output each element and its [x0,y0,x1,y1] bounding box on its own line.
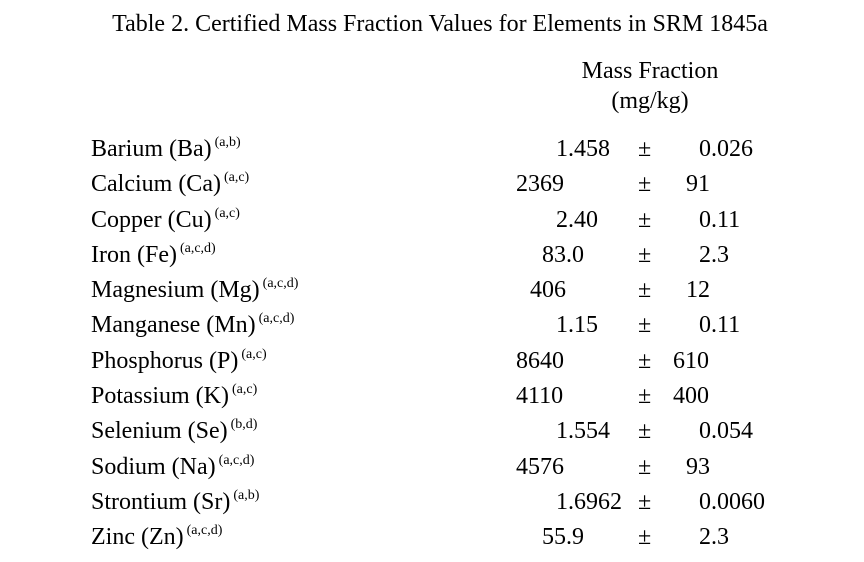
mass-fraction-value: 4576 [516,453,564,480]
plus-minus-sign: ± [638,488,652,515]
mass-fraction-value: 8640 [516,347,564,374]
plus-minus-sign: ± [638,206,652,233]
plus-minus-sign: ± [638,524,652,551]
uncertainty-value: 2.3 [699,524,729,551]
footnote-markers: (b,d) [230,417,258,433]
uncertainty-value: 610 [673,347,709,374]
mass-fraction-value: 1.458 [556,136,610,162]
column-header-units: (mg/kg) [611,88,689,114]
uncertainty-value: 12 [686,277,710,304]
mass-fraction-value: 55.9 [542,524,584,551]
table-row: Copper (Cu) (a,c) 2.40 ± 0.11 [0,203,864,238]
mass-fraction-value: 4110 [516,383,564,410]
element-name: Potassium (K) (a,c) [91,382,258,410]
mass-fraction-value: 1.6962 [556,488,622,515]
footnote-markers: (a,c,d) [186,523,223,539]
footnote-markers: (a,c) [232,382,258,398]
element-name: Manganese (Mn) (a,c,d) [91,311,295,339]
footnote-markers: (a,c,d) [218,452,255,468]
element-name: Zinc (Zn) (a,c,d) [91,523,223,551]
mass-fraction-value: 2.40 [556,206,598,233]
plus-minus-sign: ± [638,277,652,304]
mass-fraction-value: 1.15 [556,312,598,339]
element-name: Selenium (Se) (b,d) [91,417,258,445]
plus-minus-sign: ± [638,241,652,268]
element-name: Magnesium (Mg) (a,c,d) [91,276,299,304]
plus-minus-sign: ± [638,171,652,198]
certified-values-table: Barium (Ba) (a,b) 1.458 ± 0.026 Calcium (… [0,132,864,556]
element-name: Calcium (Ca) (a,c) [91,170,250,198]
table-row: Manganese (Mn) (a,c,d) 1.15 ± 0.11 [0,308,864,343]
table-row: Magnesium (Mg) (a,c,d) 406 ± 12 [0,273,864,308]
column-header-mass-fraction: Mass Fraction [581,58,719,84]
plus-minus-sign: ± [638,312,652,339]
plus-minus-sign: ± [638,453,652,480]
footnote-markers: (a,c) [223,170,250,186]
footnote-markers: (a,b) [233,487,260,503]
table-row: Sodium (Na) (a,c,d) 4576 ± 93 [0,450,864,485]
table-row: Potassium (K) (a,c) 4110 ± 400 [0,379,864,414]
uncertainty-value: 400 [673,383,709,410]
table-title: Table 2. Certified Mass Fraction Values … [112,11,768,37]
table-row: Barium (Ba) (a,b) 1.458 ± 0.026 [0,132,864,167]
table-row: Iron (Fe) (a,c,d) 83.0 ± 2.3 [0,238,864,273]
table-row: Selenium (Se) (b,d) 1.554 ± 0.054 [0,414,864,449]
footnote-markers: (a,c,d) [179,240,216,256]
element-name: Copper (Cu) (a,c) [91,205,240,233]
table-row: Zinc (Zn) (a,c,d) 55.9 ± 2.3 [0,520,864,555]
uncertainty-value: 93 [686,453,710,480]
footnote-markers: (a,c) [214,205,240,221]
table-row: Strontium (Sr) (a,b) 1.6962 ± 0.0060 [0,485,864,520]
uncertainty-value: 0.0060 [699,488,765,515]
mass-fraction-value: 1.554 [556,418,610,445]
table-row: Phosphorus (P) (a,c) 8640 ± 610 [0,344,864,379]
uncertainty-value: 0.026 [699,136,753,162]
plus-minus-sign: ± [638,347,652,374]
mass-fraction-value: 2369 [516,171,564,198]
plus-minus-sign: ± [638,383,652,410]
element-name: Barium (Ba) (a,b) [91,135,241,162]
uncertainty-value: 0.11 [699,312,741,339]
footnote-markers: (a,c,d) [262,276,299,292]
element-name: Iron (Fe) (a,c,d) [91,240,216,268]
plus-minus-sign: ± [638,136,652,162]
plus-minus-sign: ± [638,418,652,445]
footnote-markers: (a,b) [214,135,241,150]
element-name: Sodium (Na) (a,c,d) [91,452,255,480]
uncertainty-value: 0.11 [699,206,741,233]
uncertainty-value: 2.3 [699,241,729,268]
mass-fraction-value: 406 [530,277,566,304]
element-name: Phosphorus (P) (a,c) [91,346,267,374]
table-row: Calcium (Ca) (a,c) 2369 ± 91 [0,167,864,202]
uncertainty-value: 91 [686,171,710,198]
uncertainty-value: 0.054 [699,418,753,445]
footnote-markers: (a,c) [241,346,267,362]
mass-fraction-value: 83.0 [542,241,584,268]
element-name: Strontium (Sr) (a,b) [91,487,260,515]
footnote-markers: (a,c,d) [258,311,295,327]
